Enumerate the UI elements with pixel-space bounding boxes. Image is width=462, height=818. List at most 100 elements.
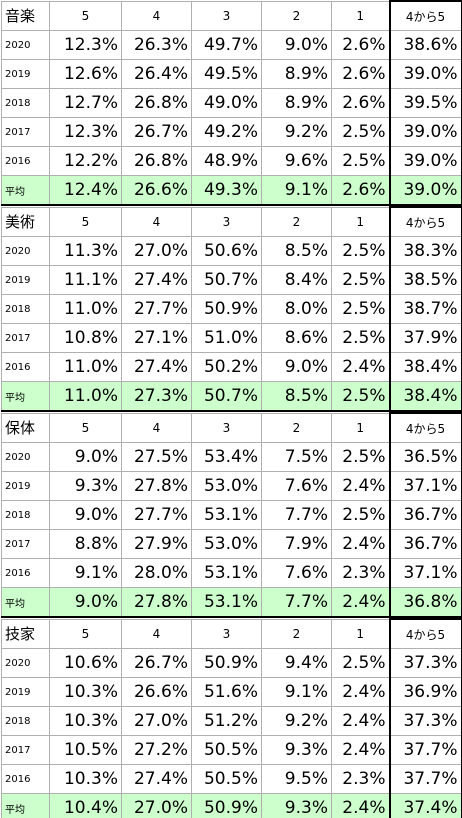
column-header: 3	[191, 0, 262, 31]
row-label: 2019	[1, 265, 50, 295]
value-cell: 8.9%	[261, 88, 332, 118]
value-cell: 10.8%	[49, 323, 122, 353]
row-label: 2016	[1, 764, 50, 794]
column-header: 2	[261, 412, 332, 443]
value-cell: 26.4%	[121, 59, 192, 89]
row-label: 2020	[1, 30, 50, 60]
value-cell: 9.1%	[261, 677, 332, 707]
row-label: 2020	[1, 236, 50, 266]
value-cell: 8.9%	[261, 59, 332, 89]
value-cell: 7.6%	[261, 471, 332, 501]
value-cell: 2.5%	[331, 265, 390, 295]
column-header: 1	[331, 206, 390, 237]
column-header: 5	[49, 412, 122, 443]
year-row: 2020 12.3% 26.3% 49.7% 9.0% 2.6% 38.6%	[1, 30, 462, 60]
average-row: 平均 10.4% 27.0% 50.9% 9.3% 2.4% 37.4%	[1, 793, 462, 818]
value-cell: 53.0%	[191, 529, 262, 559]
value-cell: 11.1%	[49, 265, 122, 295]
table-body: 技家 5 4 3 2 1 4から5 2020 10.6% 26.7% 50.9% 9.4% 2.5% 37…	[1, 618, 462, 818]
value-cell: 8.5%	[261, 381, 332, 412]
value-cell: 9.2%	[261, 706, 332, 736]
year-row: 2018 11.0% 27.7% 50.9% 8.0% 2.5% 38.7%	[1, 294, 462, 324]
value-cell: 26.7%	[121, 117, 192, 147]
value-cell: 27.4%	[121, 352, 192, 382]
value-cell: 2.5%	[331, 648, 390, 678]
column-header: 3	[191, 206, 262, 237]
value-cell: 8.8%	[49, 529, 122, 559]
header-row: 保体 5 4 3 2 1 4から5	[1, 412, 462, 443]
value-cell: 37.1%	[388, 471, 462, 501]
row-label: 2016	[1, 146, 50, 176]
value-cell: 9.1%	[261, 175, 332, 206]
value-cell: 2.5%	[331, 294, 390, 324]
column-header: 4	[121, 206, 192, 237]
value-cell: 2.5%	[331, 236, 390, 266]
value-cell: 9.0%	[49, 587, 122, 618]
value-cell: 9.0%	[261, 352, 332, 382]
value-cell: 26.8%	[121, 146, 192, 176]
value-cell: 10.3%	[49, 706, 122, 736]
value-cell: 27.8%	[121, 471, 192, 501]
value-cell: 12.2%	[49, 146, 122, 176]
header-row: 美術 5 4 3 2 1 4から5	[1, 206, 462, 237]
value-cell: 2.5%	[331, 442, 390, 472]
column-header: 2	[261, 206, 332, 237]
value-cell: 36.7%	[388, 529, 462, 559]
value-cell: 37.7%	[388, 735, 462, 765]
average-row: 平均 11.0% 27.3% 50.7% 8.5% 2.5% 38.4%	[1, 381, 462, 412]
value-cell: 28.0%	[121, 558, 192, 588]
value-cell: 10.3%	[49, 677, 122, 707]
row-label: 2017	[1, 529, 50, 559]
value-cell: 51.0%	[191, 323, 262, 353]
value-cell: 2.4%	[331, 471, 390, 501]
column-header: 1	[331, 618, 390, 649]
row-label: 2019	[1, 59, 50, 89]
value-cell: 9.0%	[49, 442, 122, 472]
value-cell: 2.6%	[331, 30, 390, 60]
table-body: 保体 5 4 3 2 1 4から5 2020 9.0% 27.5% 53.4% 7.5% 2.5% 36.…	[1, 412, 462, 618]
value-cell: 27.2%	[121, 735, 192, 765]
value-cell: 27.9%	[121, 529, 192, 559]
year-row: 2017 10.8% 27.1% 51.0% 8.6% 2.5% 37.9%	[1, 323, 462, 353]
value-cell: 27.3%	[121, 381, 192, 412]
value-cell: 9.0%	[49, 500, 122, 530]
column-header: 4	[121, 412, 192, 443]
value-cell: 9.3%	[49, 471, 122, 501]
row-label: 2016	[1, 352, 50, 382]
value-cell: 9.3%	[261, 735, 332, 765]
value-cell: 27.7%	[121, 500, 192, 530]
year-row: 2019 12.6% 26.4% 49.5% 8.9% 2.6% 39.0%	[1, 59, 462, 89]
value-cell: 2.3%	[331, 764, 390, 794]
value-cell: 37.4%	[388, 793, 462, 818]
row-label: 平均	[1, 175, 50, 206]
row-label: 2017	[1, 735, 50, 765]
value-cell: 8.6%	[261, 323, 332, 353]
value-cell: 11.0%	[49, 352, 122, 382]
column-header: 5	[49, 0, 122, 31]
value-cell: 26.7%	[121, 648, 192, 678]
value-cell: 27.8%	[121, 587, 192, 618]
value-cell: 27.7%	[121, 294, 192, 324]
column-header: 5	[49, 618, 122, 649]
value-cell: 36.8%	[388, 587, 462, 618]
value-cell: 49.2%	[191, 117, 262, 147]
value-cell: 11.0%	[49, 381, 122, 412]
value-cell: 8.0%	[261, 294, 332, 324]
value-cell: 49.7%	[191, 30, 262, 60]
value-cell: 8.4%	[261, 265, 332, 295]
value-cell: 2.4%	[331, 587, 390, 618]
value-cell: 2.4%	[331, 793, 390, 818]
year-row: 2017 10.5% 27.2% 50.5% 9.3% 2.4% 37.7%	[1, 735, 462, 765]
year-row: 2019 10.3% 26.6% 51.6% 9.1% 2.4% 36.9%	[1, 677, 462, 707]
value-cell: 39.5%	[388, 88, 462, 118]
value-cell: 50.5%	[191, 764, 262, 794]
value-cell: 10.5%	[49, 735, 122, 765]
value-cell: 50.7%	[191, 265, 262, 295]
row-label: 2017	[1, 117, 50, 147]
year-row: 2019 11.1% 27.4% 50.7% 8.4% 2.5% 38.5%	[1, 265, 462, 295]
value-cell: 2.3%	[331, 558, 390, 588]
value-cell: 53.1%	[191, 587, 262, 618]
section-table: 保体 5 4 3 2 1 4から5 2020 9.0% 27.5% 53.4% 7.5% 2.5% 36.…	[1, 412, 462, 618]
value-cell: 38.3%	[388, 236, 462, 266]
column-header: 3	[191, 618, 262, 649]
